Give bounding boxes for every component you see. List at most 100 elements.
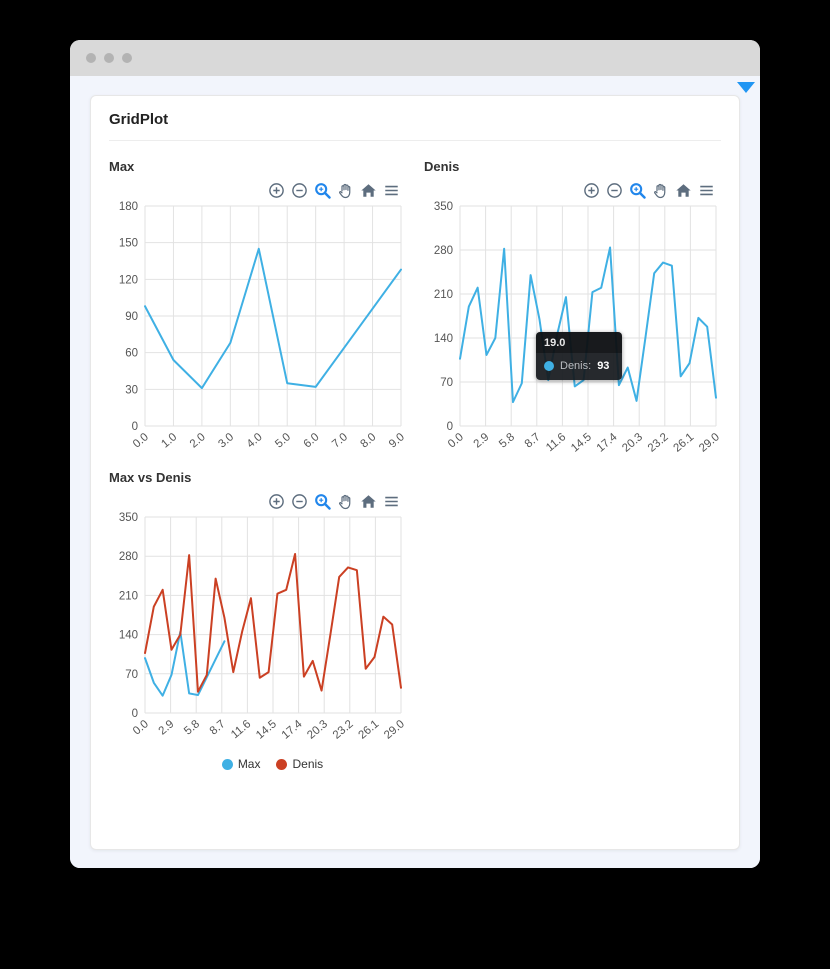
window-dot-2[interactable] [104,53,114,63]
svg-text:210: 210 [434,289,453,301]
svg-text:5.8: 5.8 [497,431,517,450]
tooltip-row: Denis: 93 [536,353,622,380]
legend-label-denis: Denis [292,757,324,771]
svg-text:14.5: 14.5 [569,431,594,455]
box-zoom-icon[interactable] [628,181,646,199]
dropdown-caret-icon[interactable] [737,82,755,93]
svg-text:0: 0 [132,421,138,433]
window-dot-1[interactable] [86,53,96,63]
chart-denis-plot: 0.0 2.9 5.8 8.7 11.6 14.5 17.4 20.3 23.2 26.1 29.0… [420,198,725,456]
legend-item-max[interactable]: Max [221,757,261,771]
svg-text:4.0: 4.0 [245,431,265,450]
chart-max-title: Max [109,159,135,174]
svg-text:8.0: 8.0 [359,431,379,450]
chart-max-vs-denis-title: Max vs Denis [109,470,192,485]
svg-text:5.0: 5.0 [273,431,293,450]
svg-text:26.1: 26.1 [356,718,381,742]
tooltip-x-value: 19.0 [536,332,622,353]
svg-text:70: 70 [440,377,453,389]
app-window: GridPlot Max 0.0 1.0 2.0 3.0 4.0 5.0 6.0 7.0 8.0… [70,40,760,868]
svg-text:90: 90 [125,311,138,323]
svg-text:11.6: 11.6 [229,718,253,741]
svg-text:280: 280 [434,245,453,257]
svg-text:29.0: 29.0 [697,431,722,455]
svg-text:350: 350 [119,512,138,524]
zoom-in-icon[interactable] [267,181,285,199]
svg-text:2.9: 2.9 [472,431,492,450]
zoom-out-icon[interactable] [290,181,308,199]
svg-text:120: 120 [119,274,138,286]
svg-text:1.0: 1.0 [159,431,179,450]
zoom-out-icon[interactable] [290,492,308,510]
reset-home-icon[interactable] [359,181,377,199]
max-plot-canvas[interactable]: 0.0 1.0 2.0 3.0 4.0 5.0 6.0 7.0 8.0 9.0 0 30 60 90 120… [105,198,407,456]
svg-text:0.0: 0.0 [446,431,466,450]
menu-icon[interactable] [697,181,715,199]
menu-icon[interactable] [382,181,400,199]
svg-text:2.9: 2.9 [157,718,177,737]
window-titlebar [70,40,760,76]
reset-home-icon[interactable] [674,181,692,199]
svg-text:0.0: 0.0 [131,431,151,450]
box-zoom-icon[interactable] [313,181,331,199]
svg-text:29.0: 29.0 [382,718,407,742]
svg-text:17.4: 17.4 [595,431,620,455]
svg-text:140: 140 [434,333,453,345]
zoom-in-icon[interactable] [267,492,285,510]
reset-home-icon[interactable] [359,492,377,510]
hover-tooltip: 19.0 Denis: 93 [536,332,622,380]
svg-text:6.0: 6.0 [302,431,322,450]
legend-label-max: Max [237,757,261,771]
svg-text:3.0: 3.0 [216,431,236,450]
zoom-in-icon[interactable] [582,181,600,199]
page-title: GridPlot [109,111,169,128]
svg-text:8.7: 8.7 [523,431,543,450]
svg-text:210: 210 [119,590,138,602]
svg-text:23.2: 23.2 [331,718,356,742]
svg-text:8.7: 8.7 [208,718,228,737]
tooltip-value: 93 [597,360,610,372]
menu-icon[interactable] [382,492,400,510]
svg-text:150: 150 [119,238,138,250]
legend-item-denis[interactable]: Denis [276,757,323,771]
denis-plot-canvas[interactable]: 0.0 2.9 5.8 8.7 11.6 14.5 17.4 20.3 23.2 26.1 29.0… [420,198,722,456]
chart-max-vs-denis-toolbar [267,492,400,510]
legend-dot-denis [276,758,288,770]
chart-max: Max 0.0 1.0 2.0 3.0 4.0 5.0 6.0 7.0 8.0 9.0 0 30 60 9… [105,145,410,456]
svg-text:23.2: 23.2 [646,431,671,455]
pan-icon[interactable] [336,181,354,199]
window-dot-3[interactable] [122,53,132,63]
svg-text:0.0: 0.0 [131,718,151,737]
chart-max-plot: 0.0 1.0 2.0 3.0 4.0 5.0 6.0 7.0 8.0 9.0 0 30 60 90 120… [105,198,410,456]
svg-text:9.0: 9.0 [387,431,407,450]
box-zoom-icon[interactable] [313,492,331,510]
svg-text:280: 280 [119,551,138,563]
svg-text:30: 30 [125,384,138,396]
chart-denis-toolbar [582,181,715,199]
card-header: GridPlot [109,96,721,141]
svg-text:180: 180 [119,201,138,213]
legend: Max Denis [135,757,410,771]
max-vs-denis-plot-canvas[interactable]: 0.0 2.9 5.8 8.7 11.6 14.5 17.4 20.3 23.2 26.1 29.0… [105,509,407,743]
chart-max-vs-denis-plot: 0.0 2.9 5.8 8.7 11.6 14.5 17.4 20.3 23.2 26.1 29.0… [105,509,410,743]
gridplot-card: GridPlot Max 0.0 1.0 2.0 3.0 4.0 5.0 6.0 7.0 8.0… [90,95,740,850]
chart-denis-title: Denis [424,159,460,174]
chart-max-toolbar [267,181,400,199]
legend-dot-max [221,758,233,770]
pan-icon[interactable] [651,181,669,199]
svg-text:17.4: 17.4 [280,718,305,742]
tooltip-series-dot [544,361,554,371]
pan-icon[interactable] [336,492,354,510]
zoom-out-icon[interactable] [605,181,623,199]
tooltip-series-label: Denis: [560,360,592,372]
svg-text:5.8: 5.8 [182,718,202,737]
svg-text:140: 140 [119,630,138,642]
svg-text:70: 70 [125,669,138,681]
svg-text:14.5: 14.5 [254,718,279,742]
page-background: GridPlot Max 0.0 1.0 2.0 3.0 4.0 5.0 6.0 7.0 8.0… [70,76,760,868]
chart-denis: Denis 0.0 2.9 5.8 8.7 11.6 14.5 17.4 20.3 23.2 26… [420,145,725,456]
svg-text:20.3: 20.3 [305,718,330,742]
svg-text:60: 60 [125,348,138,360]
svg-text:2.0: 2.0 [188,431,208,450]
svg-text:350: 350 [434,201,453,213]
